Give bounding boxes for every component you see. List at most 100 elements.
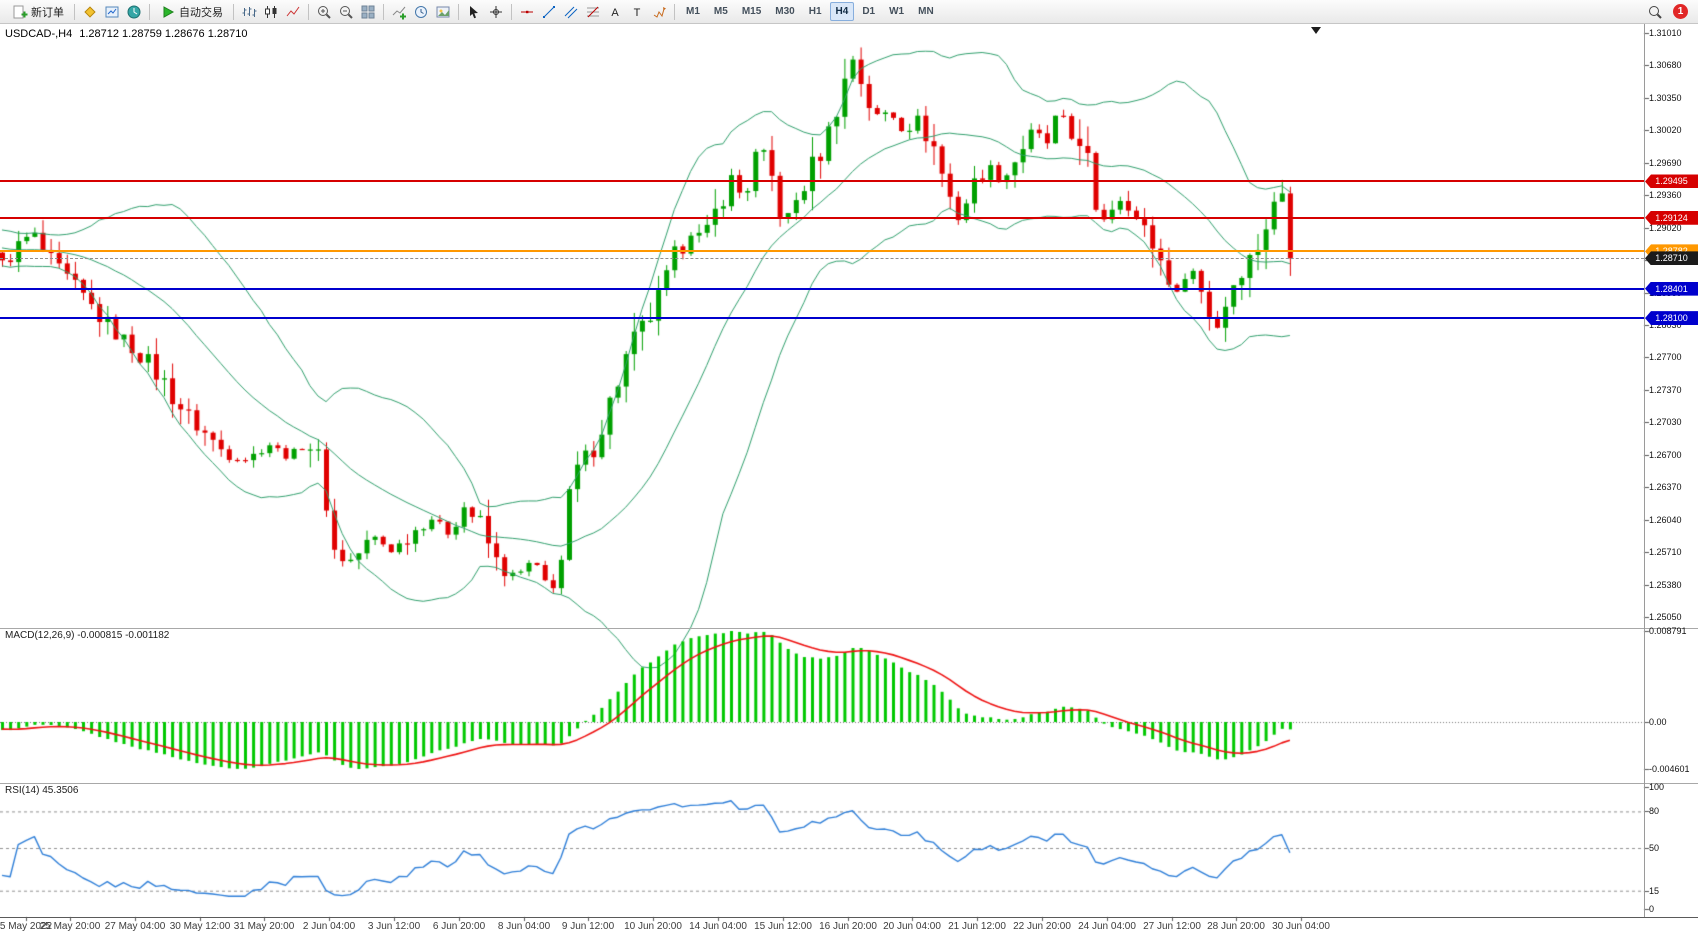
price-level-value: 1.29124 xyxy=(1655,212,1688,223)
label-button[interactable]: T xyxy=(626,2,648,22)
new-order-button-label: 新订单 xyxy=(31,6,64,19)
zoom-out-icon xyxy=(338,4,354,20)
time-axis-label: 16 Jun 20:00 xyxy=(819,921,877,932)
time-axis-label: 31 May 20:00 xyxy=(233,921,295,932)
timeframe-button-m30[interactable]: M30 xyxy=(775,6,795,17)
navigator-icon xyxy=(126,4,142,20)
navigator-button[interactable] xyxy=(123,2,145,22)
time-axis-label: 2 Jun 04:00 xyxy=(302,921,356,932)
indicators-button[interactable] xyxy=(388,2,410,22)
template-icon xyxy=(435,4,451,20)
timeframe-button-mn[interactable]: MN xyxy=(918,6,934,17)
search-button[interactable] xyxy=(1644,2,1666,22)
objects-button[interactable] xyxy=(648,2,670,22)
timeframe-button-m5[interactable]: M5 xyxy=(713,6,728,17)
price-level-value: 1.28782 xyxy=(1655,246,1688,257)
price-axis-label: 1.25710 xyxy=(1649,547,1682,558)
trendline-button[interactable] xyxy=(538,2,560,22)
cursor-icon xyxy=(466,4,482,20)
resistance-line[interactable] xyxy=(0,180,1644,183)
zoom-out-button[interactable] xyxy=(335,2,357,22)
timeframe-button-d1[interactable]: D1 xyxy=(862,6,876,17)
support-line[interactable] xyxy=(0,317,1644,320)
price-axis-label: 1.30680 xyxy=(1649,60,1682,71)
new-order-button[interactable]: 新订单 xyxy=(6,2,70,22)
candlestick-chart-button[interactable] xyxy=(260,2,282,22)
chart-canvas[interactable] xyxy=(0,24,1698,942)
time-axis-label: 27 May 04:00 xyxy=(104,921,166,932)
price-axis-label: 1.26040 xyxy=(1649,514,1682,525)
period-button[interactable] xyxy=(410,2,432,22)
price-axis-label: 1.26700 xyxy=(1649,449,1682,460)
new-order-icon xyxy=(12,4,28,20)
panel-separator[interactable] xyxy=(0,783,1698,784)
macd-axis-label: 0.00 xyxy=(1649,717,1667,727)
price-axis-label: 1.27030 xyxy=(1649,417,1682,428)
resistance-line[interactable] xyxy=(0,216,1644,219)
chart-shift-marker[interactable] xyxy=(1311,27,1321,34)
main-toolbar: 新订单 自动交易 A T M1 M5 M15 M30 H1 H4 D1 W1 MN 1 xyxy=(0,0,1698,24)
time-axis-label: 15 Jun 12:00 xyxy=(754,921,812,932)
price-axis-border xyxy=(1644,24,1645,917)
timeframe-button-h1[interactable]: H1 xyxy=(808,6,822,17)
timeframe-button-m1[interactable]: M1 xyxy=(686,6,700,17)
symbol-ohlc-label: USDCAD-,H4 1.28712 1.28759 1.28676 1.2871… xyxy=(5,28,247,40)
horizontal-line-button[interactable] xyxy=(516,2,538,22)
channel-icon xyxy=(563,4,579,20)
rsi-axis-label: 50 xyxy=(1649,843,1660,853)
time-axis-label: 6 Jun 20:00 xyxy=(432,921,486,932)
price-axis-label: 1.30350 xyxy=(1649,92,1682,103)
price-level-tag[interactable]: 1.28100 xyxy=(1645,311,1698,326)
time-axis-label: 3 Jun 12:00 xyxy=(367,921,421,932)
cursor-button[interactable] xyxy=(463,2,485,22)
candles-icon xyxy=(263,4,279,20)
text-button[interactable]: A xyxy=(604,2,626,22)
auto-trading-button[interactable]: 自动交易 xyxy=(154,2,229,22)
timeframe-button-w1[interactable]: W1 xyxy=(889,6,905,17)
toolbar-separator xyxy=(74,3,75,20)
macd-axis-label: -0.004601 xyxy=(1649,764,1690,774)
timeframe-button-m15[interactable]: M15 xyxy=(741,6,762,17)
bar-chart-button[interactable] xyxy=(238,2,260,22)
fibo-icon xyxy=(585,4,601,20)
toolbar-separator xyxy=(458,3,459,20)
time-axis-label: 10 Jun 20:00 xyxy=(624,921,682,932)
text-a-icon: A xyxy=(607,4,623,20)
pivot-line[interactable] xyxy=(0,250,1644,253)
line-chart-icon xyxy=(285,4,301,20)
support-line[interactable] xyxy=(0,287,1644,290)
notification-badge[interactable]: 1 xyxy=(1673,4,1688,19)
timeframe-button-h4[interactable]: H4 xyxy=(829,2,855,21)
time-axis-label: 24 Jun 04:00 xyxy=(1078,921,1136,932)
svg-text:A: A xyxy=(611,7,619,19)
time-axis-label: 30 May 12:00 xyxy=(169,921,231,932)
price-level-value: 1.28100 xyxy=(1655,313,1688,324)
toolbar-separator xyxy=(149,3,150,20)
fibonacci-button[interactable] xyxy=(582,2,604,22)
zoom-in-button[interactable] xyxy=(313,2,335,22)
panel-separator[interactable] xyxy=(0,628,1698,629)
rsi-label: RSI(14) 45.3506 xyxy=(5,785,79,796)
channel-button[interactable] xyxy=(560,2,582,22)
market-watch-button[interactable] xyxy=(101,2,123,22)
price-level-tag[interactable]: 1.29495 xyxy=(1645,174,1698,189)
tile-windows-button[interactable] xyxy=(357,2,379,22)
metaeditor-button[interactable] xyxy=(79,2,101,22)
price-level-tag[interactable]: 1.28401 xyxy=(1645,281,1698,296)
search-icon xyxy=(1647,4,1663,20)
price-level-tag[interactable]: 1.29124 xyxy=(1645,210,1698,225)
time-axis-label: 28 Jun 20:00 xyxy=(1207,921,1265,932)
price-axis-label: 1.30020 xyxy=(1649,125,1682,136)
metaeditor-icon xyxy=(82,4,98,20)
tile-icon xyxy=(360,4,376,20)
crosshair-button[interactable] xyxy=(485,2,507,22)
bid-price-line xyxy=(0,258,1644,260)
rsi-axis-label: 100 xyxy=(1649,782,1665,792)
templates-button[interactable] xyxy=(432,2,454,22)
line-chart-button[interactable] xyxy=(282,2,304,22)
price-axis-label: 1.29360 xyxy=(1649,190,1682,201)
time-axis-label: 14 Jun 04:00 xyxy=(689,921,747,932)
time-axis-label: 22 Jun 20:00 xyxy=(1013,921,1071,932)
hline-icon xyxy=(519,4,535,20)
ohlc-values: 1.28712 1.28759 1.28676 1.28710 xyxy=(79,28,248,40)
